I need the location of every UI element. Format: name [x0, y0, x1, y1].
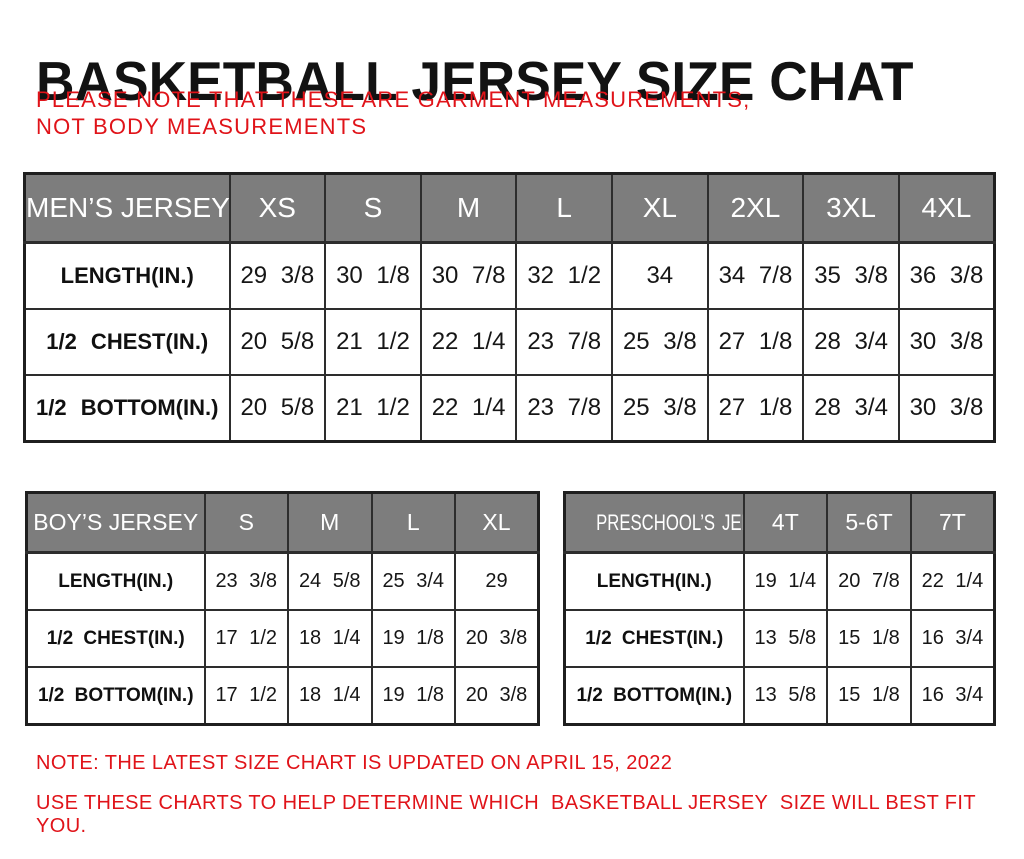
size-header-cell: 5-6T: [826, 491, 912, 554]
mens-jersey-table: MEN’S JERSEY XS S M L XL 2XL 3XL 4XL LENGTH(IN.) 2…: [23, 172, 996, 443]
table-row: 1/2 BOTTOM(IN.) 13 5/8 15 1/8 16 3/4: [563, 666, 996, 726]
table-row: 1/2 CHEST(IN.) 13 5/8 15 1/8 16 3/4: [563, 609, 996, 668]
value-cell: 30 3/8: [897, 374, 996, 443]
value-cell: 32 1/2: [515, 241, 613, 310]
value-cell: 22 1/4: [419, 374, 518, 443]
size-header-cell: 4T: [742, 491, 829, 554]
row-label-cell: LENGTH(IN.): [23, 241, 231, 310]
row-label-cell: 1/2 BOTTOM(IN.): [563, 666, 745, 726]
size-header-cell: S: [203, 491, 289, 554]
value-cell: 17 1/2: [203, 609, 289, 668]
value-cell: 30 1/8: [324, 241, 422, 310]
value-cell: 19 1/4: [742, 551, 829, 611]
size-header-cell: L: [370, 491, 456, 554]
value-cell: 36 3/8: [897, 241, 996, 310]
value-cell: 19 1/8: [370, 666, 456, 726]
table-title-cell: BOY’S JERSEY: [25, 491, 206, 554]
value-cell: 30 3/8: [897, 308, 996, 376]
boys-size-table: BOY’S JERSEY S M L XL LENGTH(IN.) 23 3/8 24 5/8…: [25, 491, 540, 726]
value-cell: 15 1/8: [826, 666, 912, 726]
value-cell: 23 7/8: [515, 308, 613, 376]
table-row: 1/2 BOTTOM(IN.) 17 1/2 18 1/4 19 1/8 20 3/8: [25, 666, 540, 726]
value-cell: 17 1/2: [203, 666, 289, 726]
value-cell: 29 3/8: [228, 241, 327, 310]
size-header-cell: XS: [228, 172, 327, 244]
size-header-cell: M: [419, 172, 518, 244]
value-cell: 18 1/4: [287, 609, 373, 668]
value-cell: 20 3/8: [454, 609, 540, 668]
value-cell: 20 3/8: [454, 666, 540, 726]
size-header-cell: XL: [611, 172, 709, 244]
row-label-cell: 1/2 CHEST(IN.): [25, 609, 206, 668]
row-label-cell: LENGTH(IN.): [563, 551, 745, 611]
value-cell: 13 5/8: [742, 666, 829, 726]
value-cell: 24 5/8: [287, 551, 373, 611]
table-row: LENGTH(IN.) 19 1/4 20 7/8 22 1/4: [563, 551, 996, 611]
value-cell: 29: [454, 551, 540, 611]
value-cell: 27 1/8: [706, 308, 805, 376]
table-row: 1/2 CHEST(IN.) 20 5/8 21 1/2 22 1/4 23 7/8 25…: [23, 308, 996, 376]
table-title-text: MEN’S JERSEY: [26, 192, 230, 223]
value-cell: 16 3/4: [909, 609, 996, 668]
value-cell: 25 3/8: [611, 308, 709, 376]
header-row: BOY’S JERSEY S M L XL: [25, 491, 540, 554]
preschools-jersey-table: PRESCHOOL’S JERSEY4T5-6T7TLENGTH(IN.)19 …: [563, 491, 996, 726]
size-header-cell: XL: [454, 491, 540, 554]
row-label-cell: 1/2 CHEST(IN.): [23, 308, 231, 376]
value-cell: 34 7/8: [706, 241, 805, 310]
row-label-cell: 1/2 CHEST(IN.): [563, 609, 745, 668]
boys-jersey-table: BOY’S JERSEY S M L XL LENGTH(IN.) 23 3/8 24 5/8…: [25, 491, 540, 726]
mens-size-table: MEN’S JERSEY XS S M L XL 2XL 3XL 4XL LENGTH(IN.) 2…: [23, 172, 996, 443]
size-header-cell: M: [287, 491, 373, 554]
table-row: 1/2 BOTTOM(IN.) 20 5/8 21 1/2 22 1/4 23 7/8 2…: [23, 374, 996, 443]
table-title-text: PRESCHOOL’S JERSEY: [596, 509, 742, 535]
page-title: BASKETBALL JERSEY SIZE CHAT: [36, 49, 914, 112]
row-label-cell: 1/2 BOTTOM(IN.): [25, 666, 206, 726]
size-header-cell: 7T: [909, 491, 996, 554]
update-date-note: NOTE: THE LATEST SIZE CHART IS UPDATED O…: [36, 752, 673, 774]
value-cell: 19 1/8: [370, 609, 456, 668]
size-header-cell: S: [324, 172, 422, 244]
value-cell: 27 1/8: [706, 374, 805, 443]
value-cell: 22 1/4: [419, 308, 518, 376]
preschool-size-table: PRESCHOOL’S JERSEY4T5-6T7TLENGTH(IN.)19 …: [563, 491, 996, 726]
value-cell: 30 7/8: [419, 241, 518, 310]
table-title-cell: PRESCHOOL’S JERSEY: [563, 491, 745, 554]
header-row: MEN’S JERSEY XS S M L XL 2XL 3XL 4XL: [23, 172, 996, 244]
row-label-cell: LENGTH(IN.): [25, 551, 206, 611]
value-cell: 16 3/4: [909, 666, 996, 726]
size-header-cell: L: [515, 172, 613, 244]
value-cell: 21 1/2: [324, 374, 422, 443]
fit-guidance-note: USE THESE CHARTS TO HELP DETERMINE WHICH…: [36, 792, 982, 837]
value-cell: 23 7/8: [515, 374, 613, 443]
value-cell: 34: [611, 241, 709, 310]
row-label-cell: 1/2 BOTTOM(IN.): [23, 374, 231, 443]
value-cell: 20 5/8: [228, 374, 327, 443]
value-cell: 20 7/8: [826, 551, 912, 611]
table-row: 1/2 CHEST(IN.) 17 1/2 18 1/4 19 1/8 20 3/8: [25, 609, 540, 668]
value-cell: 28 3/4: [802, 308, 900, 376]
size-header-cell: 4XL: [897, 172, 996, 244]
table-row: LENGTH(IN.) 29 3/8 30 1/8 30 7/8 32 1/2 34 34 …: [23, 241, 996, 310]
size-header-cell: 3XL: [802, 172, 900, 244]
table-row: LENGTH(IN.) 23 3/8 24 5/8 25 3/4 29: [25, 551, 540, 611]
value-cell: 13 5/8: [742, 609, 829, 668]
table-title-text: BOY’S JERSEY: [33, 509, 199, 535]
value-cell: 15 1/8: [826, 609, 912, 668]
garment-measurement-note: PLEASE NOTE THAT THESE ARE GARMENT MEASU…: [36, 87, 751, 139]
size-header-cell: 2XL: [706, 172, 805, 244]
value-cell: 28 3/4: [802, 374, 900, 443]
value-cell: 20 5/8: [228, 308, 327, 376]
value-cell: 21 1/2: [324, 308, 422, 376]
value-cell: 35 3/8: [802, 241, 900, 310]
value-cell: 22 1/4: [909, 551, 996, 611]
value-cell: 18 1/4: [287, 666, 373, 726]
value-cell: 25 3/8: [611, 374, 709, 443]
table-title-cell: MEN’S JERSEY: [23, 172, 231, 244]
value-cell: 25 3/4: [370, 551, 456, 611]
value-cell: 23 3/8: [203, 551, 289, 611]
